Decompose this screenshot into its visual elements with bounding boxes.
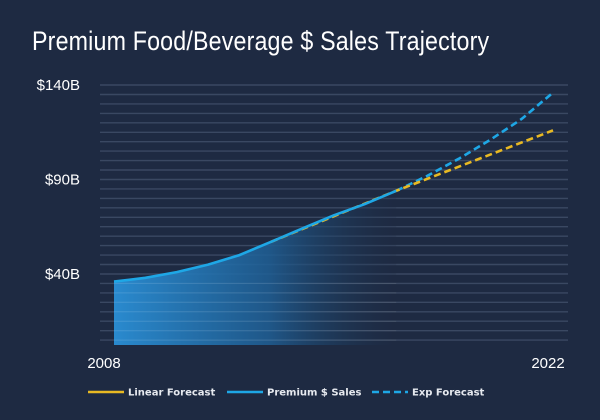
- exp-forecast-line: [395, 91, 554, 192]
- premium-sales-area: [114, 190, 397, 345]
- legend-item: Exp Forecast: [372, 388, 485, 399]
- series-layer: [113, 91, 554, 283]
- y-tick-label: $90B: [45, 172, 80, 189]
- legend-label: Premium $ Sales: [267, 388, 362, 399]
- x-tick-label: 2022: [531, 355, 564, 372]
- premium-sales-line: [113, 189, 397, 283]
- y-tick-label: $40B: [45, 266, 80, 283]
- y-axis: $140B $90B $40B: [37, 77, 80, 283]
- legend: Linear Forecast Premium $ Sales Exp Foreca…: [88, 388, 485, 399]
- y-tick-label: $140B: [37, 77, 80, 94]
- legend-item: Linear Forecast: [88, 388, 216, 399]
- legend-label: Exp Forecast: [412, 388, 485, 399]
- area-layer: [114, 190, 397, 345]
- x-tick-label: 2008: [87, 355, 120, 372]
- chart-title: Premium Food/Beverage $ Sales Trajectory: [32, 26, 490, 56]
- x-axis: 2008 2022: [87, 355, 564, 372]
- legend-label: Linear Forecast: [128, 388, 216, 399]
- legend-item: Premium $ Sales: [227, 388, 362, 399]
